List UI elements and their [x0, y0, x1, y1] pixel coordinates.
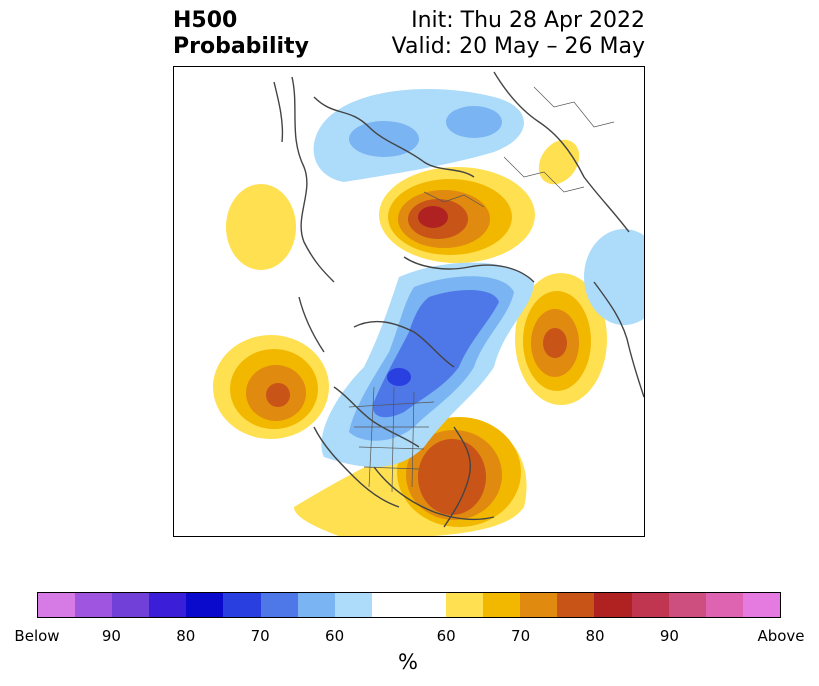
- colorbar: [37, 592, 781, 618]
- colorbar-tick-label: 90: [101, 627, 121, 645]
- colorbar-units: %: [398, 650, 418, 674]
- colorbar-segment: [260, 593, 298, 617]
- colorbar-tick-label: Below: [14, 627, 60, 645]
- colorbar-segment: [668, 593, 706, 617]
- map-title: H500 Probability: [173, 8, 309, 60]
- colorbar-segment: [631, 593, 669, 617]
- colorbar-segment: [446, 593, 484, 617]
- below-normal-region-east-siberia: [584, 229, 644, 325]
- colorbar-segment: [112, 593, 150, 617]
- colorbar-tick-label: Above: [757, 627, 805, 645]
- colorbar-labels: Below 90 80 70 60 60 70 80 90 Above: [0, 627, 819, 647]
- colorbar-segment: [371, 593, 409, 617]
- coastlines: [273, 71, 644, 528]
- colorbar-tick-label: 70: [511, 627, 531, 645]
- colorbar-segment: [38, 593, 76, 617]
- political-borders: [348, 86, 615, 493]
- colorbar-tick-label: 70: [250, 627, 270, 645]
- colorbar-segment: [297, 593, 335, 617]
- colorbar-segment: [557, 593, 595, 617]
- title-line-probability: Probability: [173, 34, 309, 59]
- above-normal-region-europe: [213, 335, 329, 439]
- init-date: Init: Thu 28 Apr 2022: [411, 8, 645, 33]
- colorbar-segment: [705, 593, 743, 617]
- colorbar-segment: [223, 593, 261, 617]
- colorbar-segment: [408, 593, 447, 617]
- title-line-h500: H500: [173, 8, 238, 33]
- map-panel: [173, 66, 645, 537]
- above-normal-region-siberia: [538, 139, 580, 185]
- colorbar-segment: [742, 593, 780, 617]
- colorbar-segment: [483, 593, 521, 617]
- above-normal-region-atlantic: [226, 184, 296, 270]
- colorbar-segment: [149, 593, 187, 617]
- colorbar-segment: [334, 593, 372, 617]
- valid-range: Valid: 20 May – 26 May: [391, 34, 645, 59]
- colorbar-tick-label: 90: [659, 627, 679, 645]
- below-normal-region-canada: [321, 262, 534, 467]
- above-normal-region-pacific: [515, 273, 607, 405]
- colorbar-tick-label: 80: [585, 627, 605, 645]
- colorbar-segment: [186, 593, 224, 617]
- below-normal-region-arctic: [313, 89, 524, 182]
- colorbar-tick-label: 60: [436, 627, 456, 645]
- colorbar-segment: [75, 593, 113, 617]
- colorbar-tick-label: 60: [325, 627, 345, 645]
- colorbar-segment: [594, 593, 632, 617]
- above-normal-region-arctic: [379, 167, 535, 263]
- colorbar-tick-label: 80: [176, 627, 196, 645]
- map-dates: Init: Thu 28 Apr 2022 Valid: 20 May – 26…: [392, 8, 645, 60]
- colorbar-segment: [520, 593, 558, 617]
- probability-map: [213, 71, 644, 536]
